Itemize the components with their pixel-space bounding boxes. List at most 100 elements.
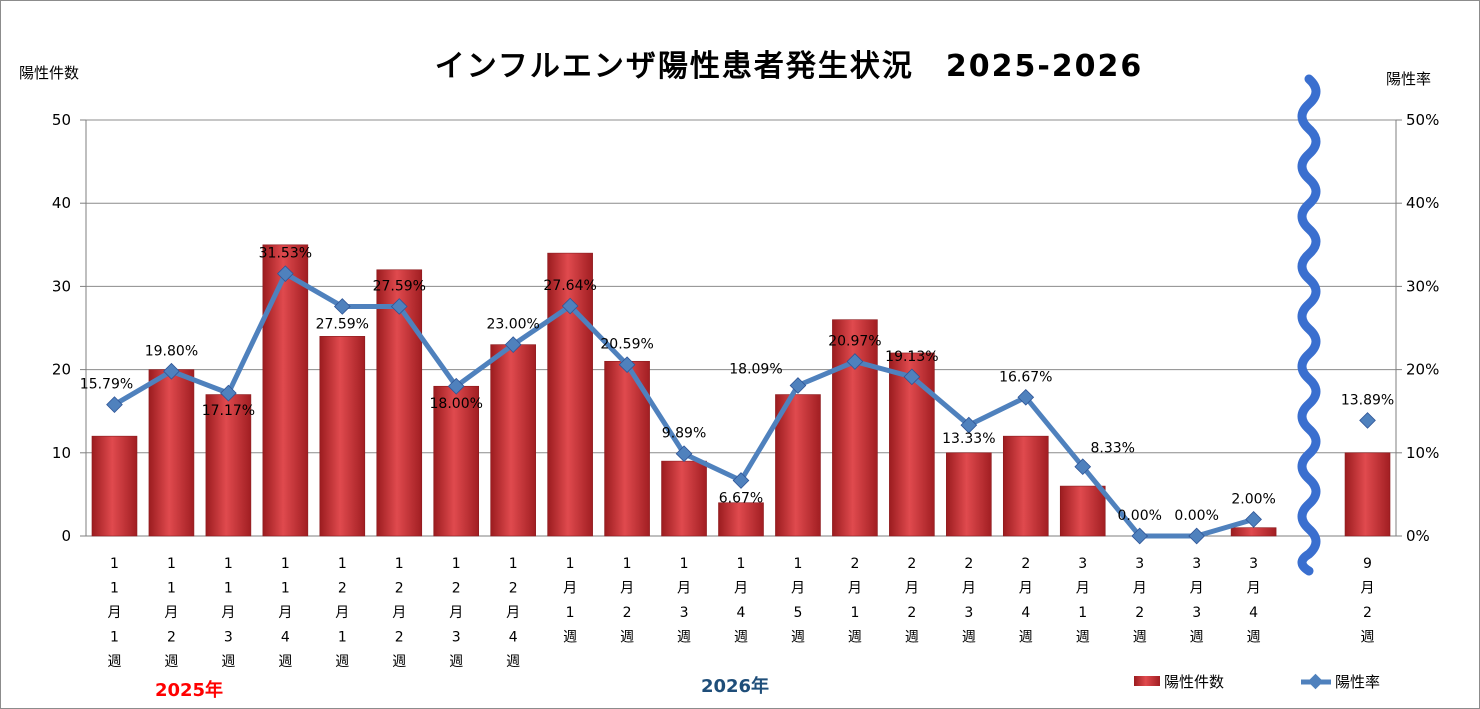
category-char: 週 <box>734 630 748 646</box>
rate-marker <box>1188 527 1205 545</box>
rate-data-label: 6.67% <box>719 491 763 507</box>
category-char: 週 <box>392 654 406 670</box>
category-char: 週 <box>1247 630 1261 646</box>
rate-data-label: 8.33% <box>1090 441 1134 457</box>
legend-line-marker <box>1307 673 1324 690</box>
category-char: 2 <box>395 581 404 597</box>
bar <box>148 369 195 537</box>
bar-series <box>91 244 1391 537</box>
legend-bar-label: 陽性件数 <box>1164 673 1224 691</box>
category-char: 週 <box>677 630 691 646</box>
category-char: 4 <box>509 630 518 646</box>
rate-data-label: 23.00% <box>486 317 539 333</box>
category-char: 2 <box>850 556 859 572</box>
rate-marker <box>789 377 807 394</box>
rate-data-label: 0.00% <box>1174 508 1218 524</box>
category-char: 週 <box>221 654 235 670</box>
y-axis-title: 陽性件数 <box>19 64 79 82</box>
category-char: 4 <box>1249 605 1258 621</box>
category-char: 2 <box>395 630 404 646</box>
category-char: 4 <box>737 605 746 621</box>
category-char: 2 <box>509 581 518 597</box>
rate-data-label: 15.79% <box>80 377 133 393</box>
category-char: 1 <box>338 556 347 572</box>
category-char: 週 <box>791 630 805 646</box>
rate-marker <box>220 384 237 402</box>
category-char: 3 <box>1249 556 1258 572</box>
y2-tick-label: 50% <box>1406 111 1439 129</box>
category-char: 2 <box>167 630 176 646</box>
y2-tick-label: 10% <box>1406 444 1439 462</box>
rate-marker <box>675 445 693 463</box>
category-char: 週 <box>449 654 463 670</box>
category-char: 1 <box>281 556 290 572</box>
bar <box>946 452 992 537</box>
axis-break-wave <box>1297 74 1321 576</box>
category-char: 2 <box>907 556 916 572</box>
category-char: 3 <box>1192 605 1201 621</box>
bar <box>205 394 252 537</box>
rate-marker <box>618 356 636 374</box>
category-char: 1 <box>566 605 575 621</box>
rate-marker <box>732 472 750 489</box>
rate-marker <box>960 416 978 434</box>
category-char: 4 <box>1021 605 1030 621</box>
rate-data-label: 20.97% <box>828 334 881 350</box>
category-char: 月 <box>1133 581 1147 597</box>
y2-tick-label: 30% <box>1406 277 1439 295</box>
category-char: 月 <box>107 605 121 621</box>
rate-marker <box>277 265 294 283</box>
bar <box>1230 527 1277 537</box>
category-char: 週 <box>620 630 634 646</box>
category-char: 月 <box>1361 581 1375 597</box>
category-char: 1 <box>850 605 859 621</box>
rate-data-label: 9.89% <box>662 426 706 442</box>
category-char: 1 <box>737 556 746 572</box>
category-char: 月 <box>164 605 178 621</box>
category-char: 月 <box>449 605 463 621</box>
category-char: 2 <box>1135 605 1144 621</box>
category-char: 週 <box>278 654 292 670</box>
line-series <box>106 265 1376 545</box>
category-char: 1 <box>281 581 290 597</box>
y-tick-label: 50 <box>52 111 71 129</box>
bar <box>547 252 593 537</box>
category-char: 1 <box>224 556 233 572</box>
category-char: 2 <box>907 605 916 621</box>
category-char: 月 <box>335 605 349 621</box>
y2-axis-title: 陽性率 <box>1386 70 1431 88</box>
category-char: 3 <box>1192 556 1201 572</box>
category-char: 週 <box>1076 630 1090 646</box>
legend-bar-swatch <box>1134 676 1160 686</box>
category-char: 週 <box>563 630 577 646</box>
category-char: 2 <box>1021 556 1030 572</box>
rate-marker <box>333 298 351 315</box>
category-char: 月 <box>848 581 862 597</box>
year-label-2026: 2026年 <box>701 675 769 697</box>
rate-data-label: 27.59% <box>373 278 426 294</box>
category-char: 1 <box>338 630 347 646</box>
rate-data-label: 19.80% <box>145 343 198 359</box>
category-char: 月 <box>1019 581 1033 597</box>
rate-data-label: 0.00% <box>1117 508 1161 524</box>
rate-marker <box>504 336 522 353</box>
category-char: 月 <box>677 581 691 597</box>
category-char: 月 <box>734 581 748 597</box>
category-char: 週 <box>962 630 976 646</box>
bar <box>661 460 707 537</box>
y-tick-label: 40 <box>52 194 71 212</box>
rate-marker <box>846 353 864 370</box>
rate-data-label: 18.00% <box>430 396 483 412</box>
rate-data-label: 16.67% <box>999 369 1052 385</box>
category-char: 月 <box>1190 581 1204 597</box>
category-char: 2 <box>338 581 347 597</box>
category-char: 2 <box>452 581 461 597</box>
category-char: 3 <box>1078 556 1087 572</box>
category-labels: 1 1 月 1 週 1 1 月 2 週 1 1 月 3 週 1 1 月 4 週 1 2 月 1 週 1 2 月 2 週 1 2 月 3 週 1 2 月 4 週… <box>107 556 1374 670</box>
rate-marker <box>106 396 123 413</box>
rate-marker <box>390 298 408 315</box>
category-char: 月 <box>221 605 235 621</box>
category-char: 1 <box>167 556 176 572</box>
rate-data-label: 2.00% <box>1231 491 1275 507</box>
category-char: 月 <box>563 581 577 597</box>
